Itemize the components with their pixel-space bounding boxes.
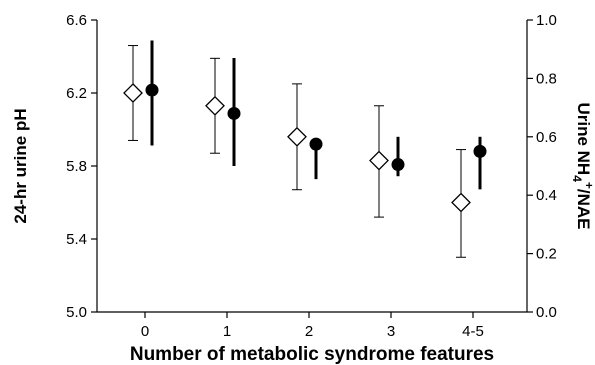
- right-y-tick-label: 0.4: [536, 187, 557, 204]
- diamond-point: [123, 83, 143, 103]
- left-y-tick-label: 6.2: [66, 85, 87, 102]
- right-y-tick-label: 1.0: [536, 12, 557, 29]
- diamond-point: [287, 126, 307, 147]
- diamond-point: [451, 192, 471, 213]
- x-tick-label: 0: [141, 323, 149, 340]
- left-y-axis-title: 24-hr urine pH: [11, 108, 30, 223]
- right-y-tick-label: 0.0: [536, 304, 557, 321]
- circle-point: [145, 83, 159, 97]
- x-tick-label: 3: [387, 323, 395, 340]
- x-axis-title: Number of metabolic syndrome features: [130, 344, 494, 365]
- x-tick-label: 4-5: [462, 323, 484, 340]
- right-y-tick-label: 0.2: [536, 246, 557, 263]
- right-y-axis-title-part: /NAE: [574, 189, 593, 230]
- axes: [91, 19, 533, 318]
- circle-point: [473, 144, 487, 158]
- left-y-tick-label: 6.6: [66, 12, 87, 29]
- x-tick-label: 2: [305, 323, 313, 340]
- axis-labels: 5.0 5.4 5.8 6.2 6.6 0.0 0.2 0.4 0.6 0.8 1.0 0 1 2 3 4-5…: [11, 12, 595, 365]
- right-y-axis-title-part: Urine NH: [574, 102, 593, 175]
- circle-point: [227, 106, 241, 120]
- circle-point: [391, 158, 405, 172]
- diamond-point: [369, 150, 389, 171]
- left-y-tick-label: 5.0: [66, 304, 87, 321]
- right-y-tick-label: 0.8: [536, 70, 557, 87]
- right-y-tick-label: 0.6: [536, 129, 557, 146]
- left-y-tick-label: 5.8: [66, 158, 87, 175]
- right-y-axis-title: Urine NH4+/NAE: [570, 102, 595, 229]
- x-tick-label: 1: [223, 323, 231, 340]
- left-y-tick-label: 5.4: [66, 231, 87, 248]
- right-y-axis-title-superscript: +: [582, 182, 595, 189]
- data-marks: [123, 40, 487, 258]
- diamond-point: [205, 95, 225, 116]
- circle-point: [309, 137, 323, 151]
- right-y-axis-title-subscript: 4: [570, 175, 584, 182]
